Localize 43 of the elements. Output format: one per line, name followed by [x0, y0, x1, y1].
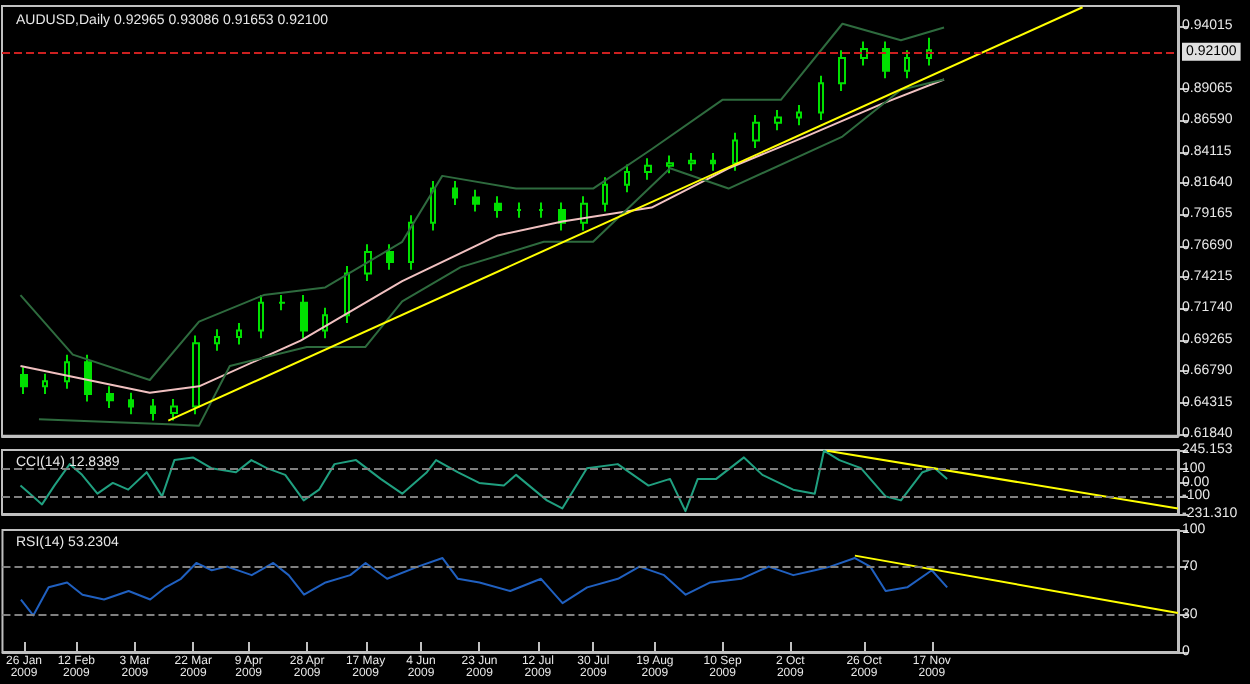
candlestick: [838, 49, 846, 92]
candlestick: [408, 214, 414, 271]
candlestick: [882, 40, 890, 80]
candlestick: [494, 195, 502, 219]
line-series: [19, 449, 949, 513]
line-series: [19, 557, 949, 617]
candlestick: [20, 366, 28, 395]
candlestick: [322, 306, 328, 340]
candlestick: [904, 49, 910, 80]
candlestick: [732, 131, 738, 172]
candlestick: [666, 154, 674, 175]
candlestick: [516, 201, 522, 219]
candlestick: [602, 176, 608, 213]
candlestick: [214, 328, 220, 352]
candlestick: [860, 40, 868, 67]
candlestick: [710, 152, 716, 172]
candlestick: [688, 152, 696, 172]
candlestick: [344, 264, 350, 324]
candlestick: [472, 188, 480, 213]
candlestick: [364, 243, 372, 283]
candlestick: [752, 114, 760, 149]
candlestick: [386, 243, 394, 271]
candlestick: [430, 179, 436, 232]
candlestick: [236, 321, 242, 346]
candlestick: [796, 103, 802, 127]
candlestick: [150, 398, 156, 422]
candlestick: [106, 385, 114, 409]
candlestick: [818, 74, 824, 122]
candlestick: [774, 108, 782, 132]
candlestick: [64, 353, 70, 390]
candlestick: [538, 201, 544, 219]
candlestick: [170, 398, 178, 422]
candlestick: [278, 294, 286, 312]
candlestick: [192, 334, 200, 416]
candlestick: [258, 294, 264, 340]
candlestick: [580, 195, 588, 232]
candlestick: [300, 294, 308, 340]
candlestick: [42, 372, 48, 395]
candlestick: [624, 163, 630, 194]
candlestick: [644, 157, 652, 181]
candlestick: [128, 391, 134, 416]
candlestick: [452, 179, 458, 207]
candlestick: [84, 353, 92, 403]
